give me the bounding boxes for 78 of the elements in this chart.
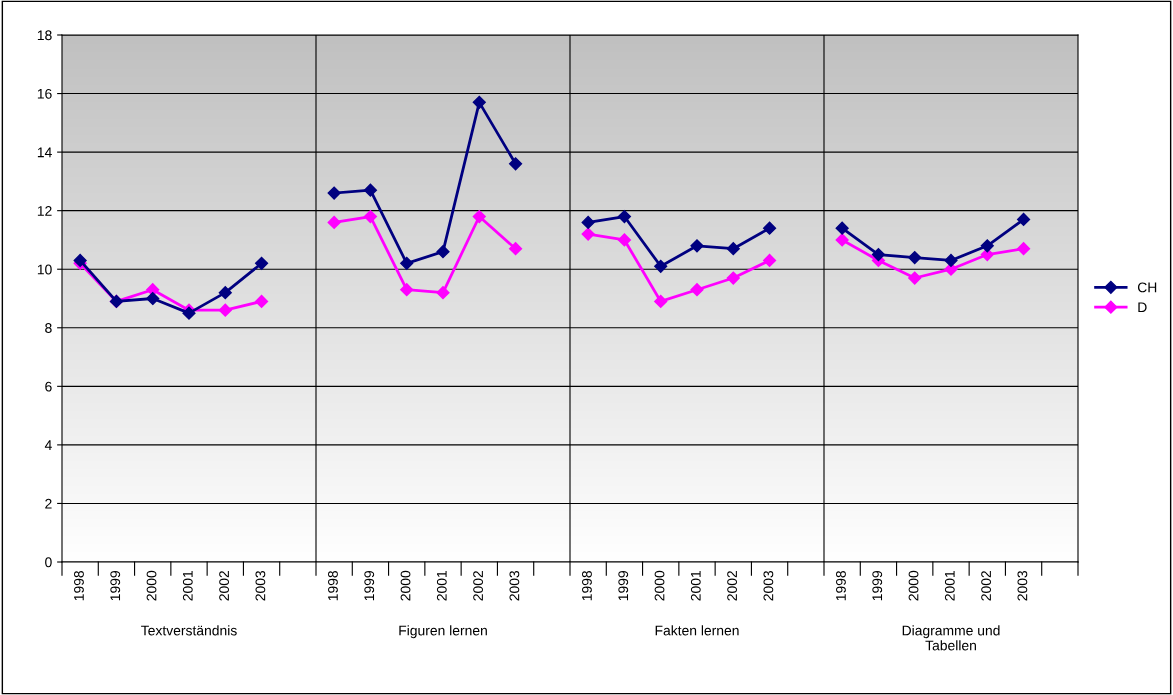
y-tick-label: 12 <box>37 206 52 216</box>
legend-label: D <box>1138 302 1147 313</box>
x-tick-label: 2002 <box>473 571 484 601</box>
point <box>436 286 450 300</box>
point <box>654 259 668 273</box>
point <box>400 256 414 270</box>
point <box>1016 242 1031 256</box>
text: Figuren lernen <box>399 625 487 639</box>
x-tick-label: 2003 <box>255 570 266 601</box>
x-tick-label: 2002 <box>981 571 992 601</box>
y-tick-label: 0 <box>45 557 52 568</box>
point <box>581 215 595 229</box>
point <box>980 239 994 253</box>
x-tick-label: 2003 <box>1017 570 1028 601</box>
y-tick-label: 6 <box>45 381 52 392</box>
x-tick-label: 1998 <box>328 570 338 601</box>
point <box>472 209 486 224</box>
point <box>690 239 704 253</box>
x-tick-label: 2001 <box>944 571 955 601</box>
y-tick-label: 10 <box>37 264 52 275</box>
point <box>908 271 922 285</box>
point <box>908 250 922 265</box>
point <box>762 253 777 268</box>
point <box>400 283 414 297</box>
point <box>944 253 958 268</box>
point <box>835 221 849 235</box>
text: Fakten lernen <box>655 625 739 636</box>
point <box>254 256 269 270</box>
point <box>654 294 668 309</box>
point <box>327 186 341 200</box>
x-tick-label: 2000 <box>400 570 411 601</box>
x-tick-label: 2000 <box>908 570 919 601</box>
x-tick-label: 1998 <box>582 570 592 601</box>
x-tick-label: 2003 <box>509 570 520 601</box>
x-tick-label: 1999 <box>872 570 883 601</box>
point <box>508 242 523 256</box>
point <box>762 221 777 235</box>
point <box>617 209 632 224</box>
text: Textverständnis <box>141 625 237 636</box>
point <box>1016 212 1031 227</box>
point <box>218 303 232 317</box>
point <box>327 215 341 229</box>
point <box>254 294 269 309</box>
x-tick-label: 2001 <box>690 571 701 601</box>
y-tick-label: 14 <box>37 147 52 158</box>
point <box>363 209 378 224</box>
point <box>835 233 849 247</box>
point <box>726 242 740 256</box>
x-tick-label: 1998 <box>836 570 846 601</box>
x-tick-label: 1998 <box>74 570 84 601</box>
y-tick-label: 16 <box>37 88 52 99</box>
x-tick-label: 1999 <box>364 570 375 601</box>
x-tick-label: 2003 <box>763 570 774 601</box>
point <box>436 245 450 259</box>
point <box>617 233 632 247</box>
y-tick-label: 8 <box>45 323 52 333</box>
point <box>726 271 740 285</box>
text: Diagramme und Tabellen <box>902 625 1000 651</box>
y-tick-label: 4 <box>44 440 52 450</box>
x-tick-label: 1999 <box>110 570 121 601</box>
point <box>472 95 486 109</box>
point <box>218 286 232 300</box>
point <box>508 157 523 171</box>
y-tick-label: 2 <box>45 498 52 509</box>
x-tick-label: 2002 <box>219 571 230 601</box>
point <box>871 247 886 262</box>
x-tick-label: 2000 <box>654 570 665 601</box>
point <box>581 227 595 241</box>
legend-label: CH <box>1137 282 1157 293</box>
point <box>146 291 160 306</box>
x-tick-label: 1999 <box>618 570 629 601</box>
y-tick-label: 18 <box>37 30 52 41</box>
x-tick-label: 2001 <box>436 571 447 601</box>
x-tick-label: 2000 <box>146 570 157 601</box>
x-tick-label: 2001 <box>182 571 193 601</box>
point <box>690 283 704 297</box>
x-tick-label: 2002 <box>727 571 738 601</box>
point <box>363 183 378 197</box>
